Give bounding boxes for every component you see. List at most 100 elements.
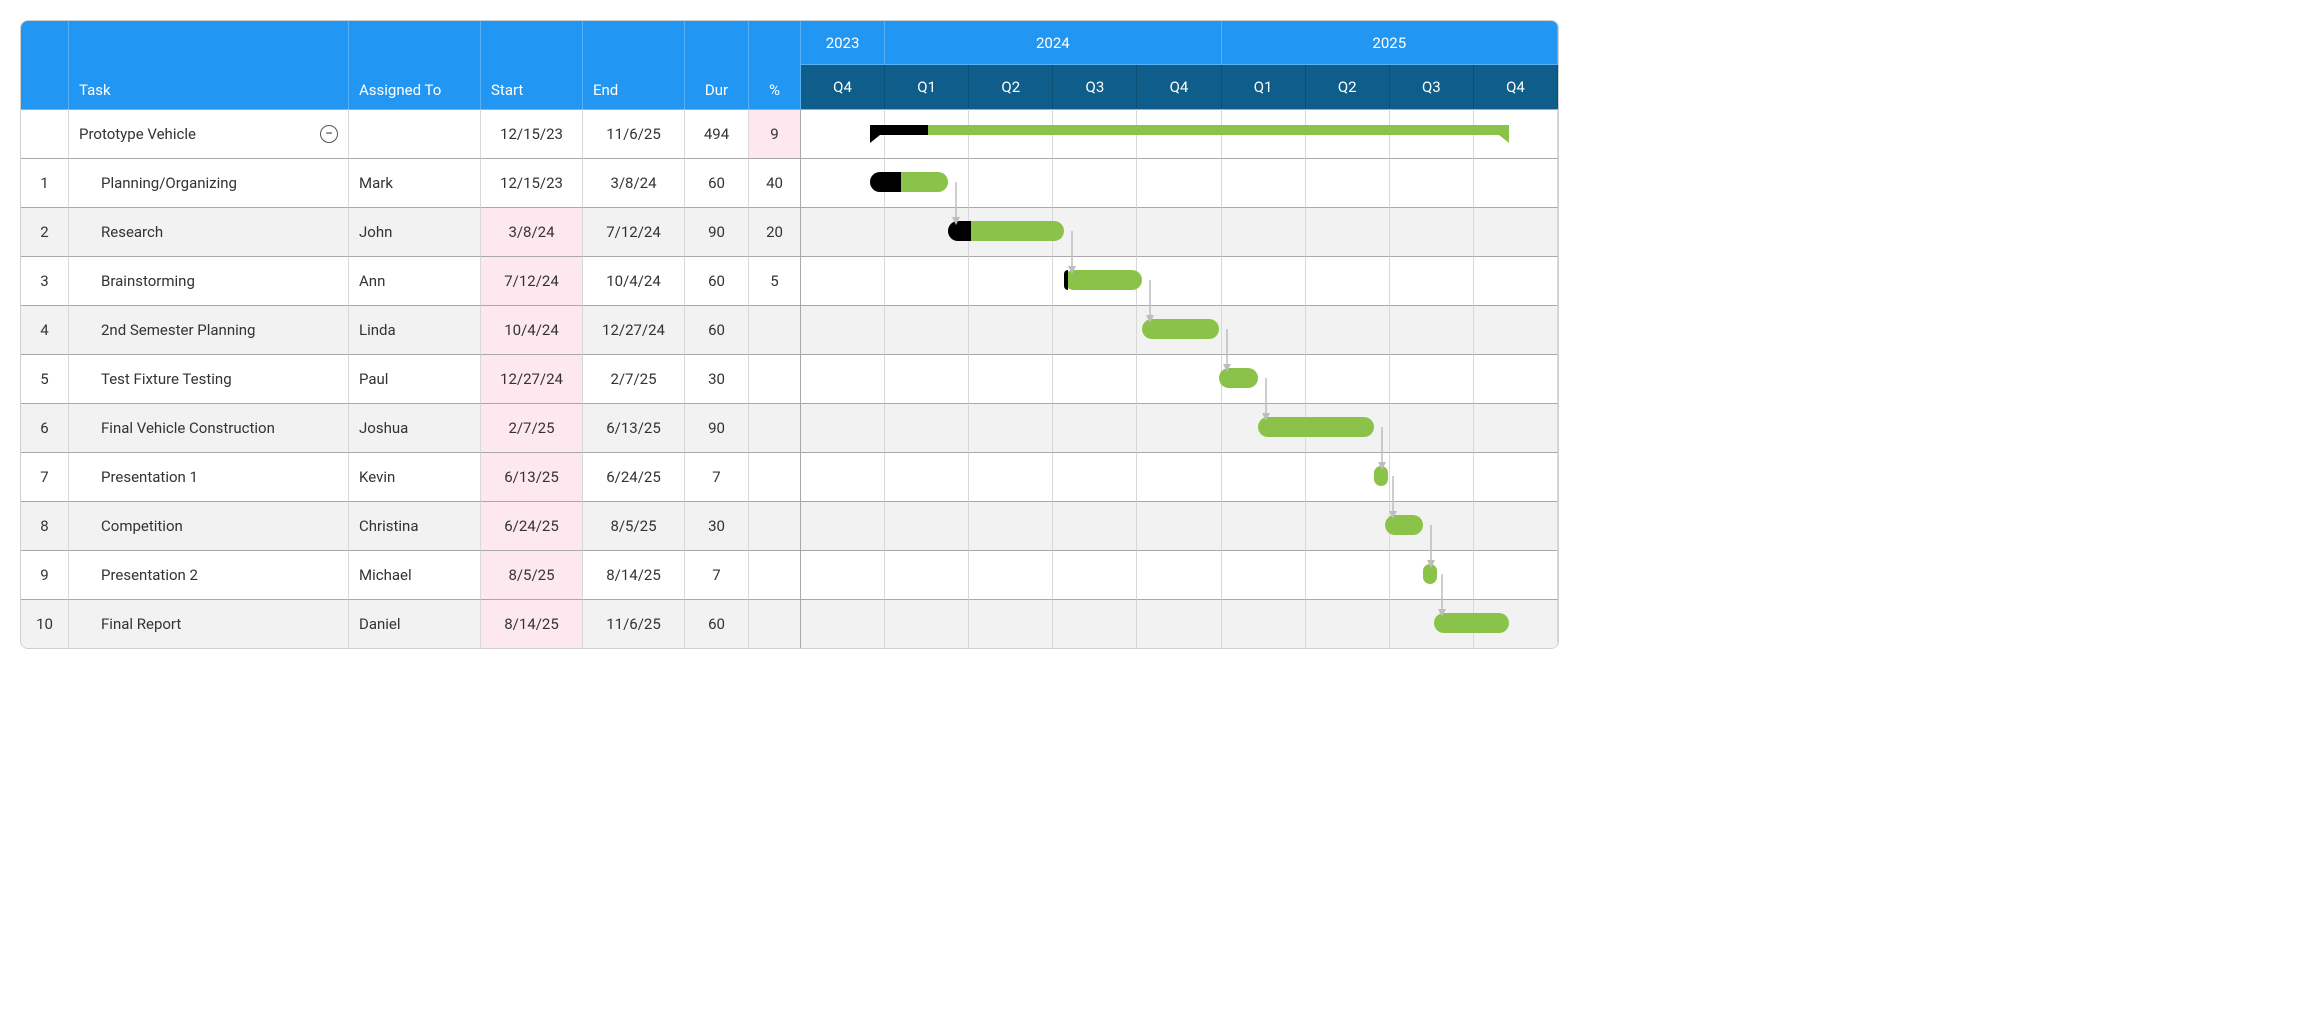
- timeline-bg: [1137, 207, 1221, 256]
- col-header-pct: %: [749, 21, 801, 109]
- task-cell: Presentation 1: [69, 452, 349, 501]
- pct-cell: 40: [749, 158, 801, 207]
- start-cell: 8/5/25: [481, 550, 583, 599]
- timeline-bg: [1474, 403, 1558, 452]
- col-header-idx: [21, 21, 69, 109]
- task-progress: [948, 221, 971, 241]
- timeline-bg: [1137, 403, 1221, 452]
- task-name-label: Research: [101, 223, 163, 241]
- task-name-label: Planning/Organizing: [101, 174, 237, 192]
- year-header: 2023: [801, 21, 885, 65]
- timeline-bg: [969, 501, 1053, 550]
- timeline-bg: [1474, 550, 1558, 599]
- row-index: 9: [21, 550, 69, 599]
- timeline-bg: [1053, 599, 1137, 648]
- task-bar[interactable]: [870, 172, 948, 192]
- pct-cell: [749, 403, 801, 452]
- timeline-bg: [1390, 207, 1474, 256]
- task-name-label: Prototype Vehicle: [79, 125, 196, 143]
- timeline-bg: [801, 599, 885, 648]
- task-progress: [1064, 270, 1068, 290]
- start-cell: 12/15/23: [481, 109, 583, 158]
- pct-cell: 5: [749, 256, 801, 305]
- end-cell: 11/6/25: [583, 109, 685, 158]
- timeline-bg: [969, 599, 1053, 648]
- row-index: 3: [21, 256, 69, 305]
- summary-task-cell[interactable]: Prototype Vehicle −: [69, 109, 349, 158]
- task-cell: Research: [69, 207, 349, 256]
- pct-cell: [749, 599, 801, 648]
- task-name-label: Test Fixture Testing: [101, 370, 232, 388]
- timeline-bg: [969, 354, 1053, 403]
- timeline-bg: [1474, 158, 1558, 207]
- start-cell: 12/27/24: [481, 354, 583, 403]
- end-cell: 3/8/24: [583, 158, 685, 207]
- task-cell: 2nd Semester Planning: [69, 305, 349, 354]
- row-index: 10: [21, 599, 69, 648]
- task-bar[interactable]: [948, 221, 1064, 241]
- timeline-bg: [1053, 354, 1137, 403]
- task-bar[interactable]: [1142, 319, 1220, 339]
- timeline-bg: [1222, 256, 1306, 305]
- dur-cell: 30: [685, 354, 749, 403]
- dur-cell: 60: [685, 305, 749, 354]
- timeline-bg: [885, 501, 969, 550]
- timeline-bg: [1390, 403, 1474, 452]
- timeline-bg: [1390, 354, 1474, 403]
- timeline-bg: [885, 550, 969, 599]
- end-cell: 11/6/25: [583, 599, 685, 648]
- end-cell: 8/14/25: [583, 550, 685, 599]
- pct-cell: [749, 501, 801, 550]
- year-header: 2024: [885, 21, 1221, 65]
- timeline-bg: [1137, 256, 1221, 305]
- timeline-bg: [885, 403, 969, 452]
- task-cell: Test Fixture Testing: [69, 354, 349, 403]
- timeline-bg: [1306, 550, 1390, 599]
- collapse-icon[interactable]: −: [320, 125, 338, 143]
- end-cell: 6/24/25: [583, 452, 685, 501]
- dur-cell: 60: [685, 599, 749, 648]
- timeline-bg: [969, 452, 1053, 501]
- timeline-bg: [1390, 452, 1474, 501]
- dur-cell: 60: [685, 158, 749, 207]
- timeline-bg: [1474, 207, 1558, 256]
- quarter-header: Q1: [1222, 65, 1306, 109]
- timeline-bg: [885, 305, 969, 354]
- assigned-cell: [349, 109, 481, 158]
- quarter-header: Q3: [1390, 65, 1474, 109]
- start-cell: 7/12/24: [481, 256, 583, 305]
- timeline-bg: [1390, 305, 1474, 354]
- quarter-header: Q2: [969, 65, 1053, 109]
- task-bar[interactable]: [1423, 564, 1437, 584]
- task-bar[interactable]: [1064, 270, 1142, 290]
- dur-cell: 60: [685, 256, 749, 305]
- assigned-cell: Mark: [349, 158, 481, 207]
- timeline-bg: [1306, 207, 1390, 256]
- timeline-bg: [801, 207, 885, 256]
- end-cell: 12/27/24: [583, 305, 685, 354]
- timeline-bg: [885, 354, 969, 403]
- dur-cell: 7: [685, 550, 749, 599]
- task-bar[interactable]: [1374, 466, 1388, 486]
- task-cell: Final Vehicle Construction: [69, 403, 349, 452]
- timeline-bg: [1053, 403, 1137, 452]
- end-cell: 8/5/25: [583, 501, 685, 550]
- task-name-label: Final Report: [101, 615, 181, 633]
- timeline-bg: [969, 403, 1053, 452]
- timeline-bg: [1137, 550, 1221, 599]
- timeline-bg: [1222, 207, 1306, 256]
- timeline-bg: [1137, 452, 1221, 501]
- task-bar[interactable]: [1385, 515, 1424, 535]
- assigned-cell: Michael: [349, 550, 481, 599]
- dur-cell: 90: [685, 207, 749, 256]
- task-bar[interactable]: [1434, 613, 1510, 633]
- row-index: [21, 109, 69, 158]
- dur-cell: 90: [685, 403, 749, 452]
- timeline-bg: [1474, 452, 1558, 501]
- task-bar[interactable]: [1258, 417, 1374, 437]
- summary-bar[interactable]: [870, 125, 1509, 135]
- task-bar[interactable]: [1219, 368, 1258, 388]
- timeline-bg: [1474, 354, 1558, 403]
- assigned-cell: John: [349, 207, 481, 256]
- timeline-bg: [1137, 599, 1221, 648]
